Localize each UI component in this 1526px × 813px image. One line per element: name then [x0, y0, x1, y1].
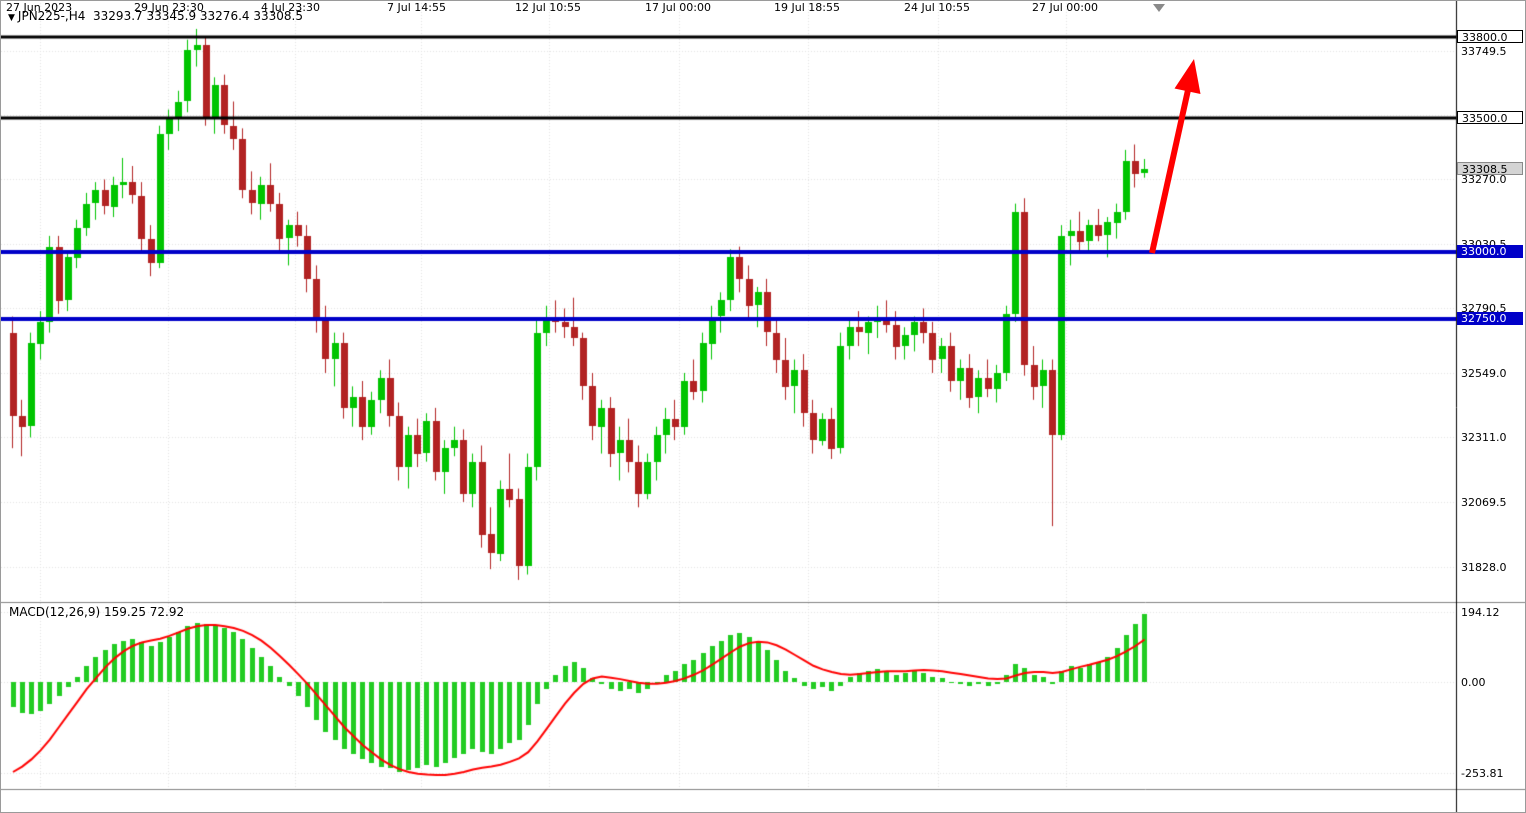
macd-values: 159.25 72.92: [103, 605, 185, 619]
chart-shift-marker-icon: [1153, 4, 1165, 12]
symbol-marker-icon: ▼: [8, 13, 15, 23]
macd-indicator-label: MACD(12,26,9): [9, 605, 101, 619]
ohlc-readout: 33293.7 33345.9 33276.4 33308.5: [93, 9, 303, 23]
macd-header: MACD(12,26,9) 159.25 72.92: [9, 605, 184, 619]
symbol-timeframe-label: JPN225-,H4: [17, 9, 86, 23]
chart-header: ▼ JPN225-,H4 33293.7 33345.9 33276.4 3330…: [8, 9, 303, 23]
